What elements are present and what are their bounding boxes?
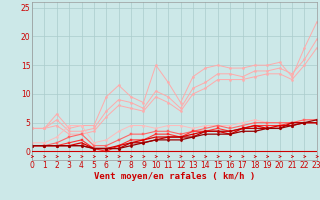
X-axis label: Vent moyen/en rafales ( km/h ): Vent moyen/en rafales ( km/h ) — [94, 172, 255, 181]
